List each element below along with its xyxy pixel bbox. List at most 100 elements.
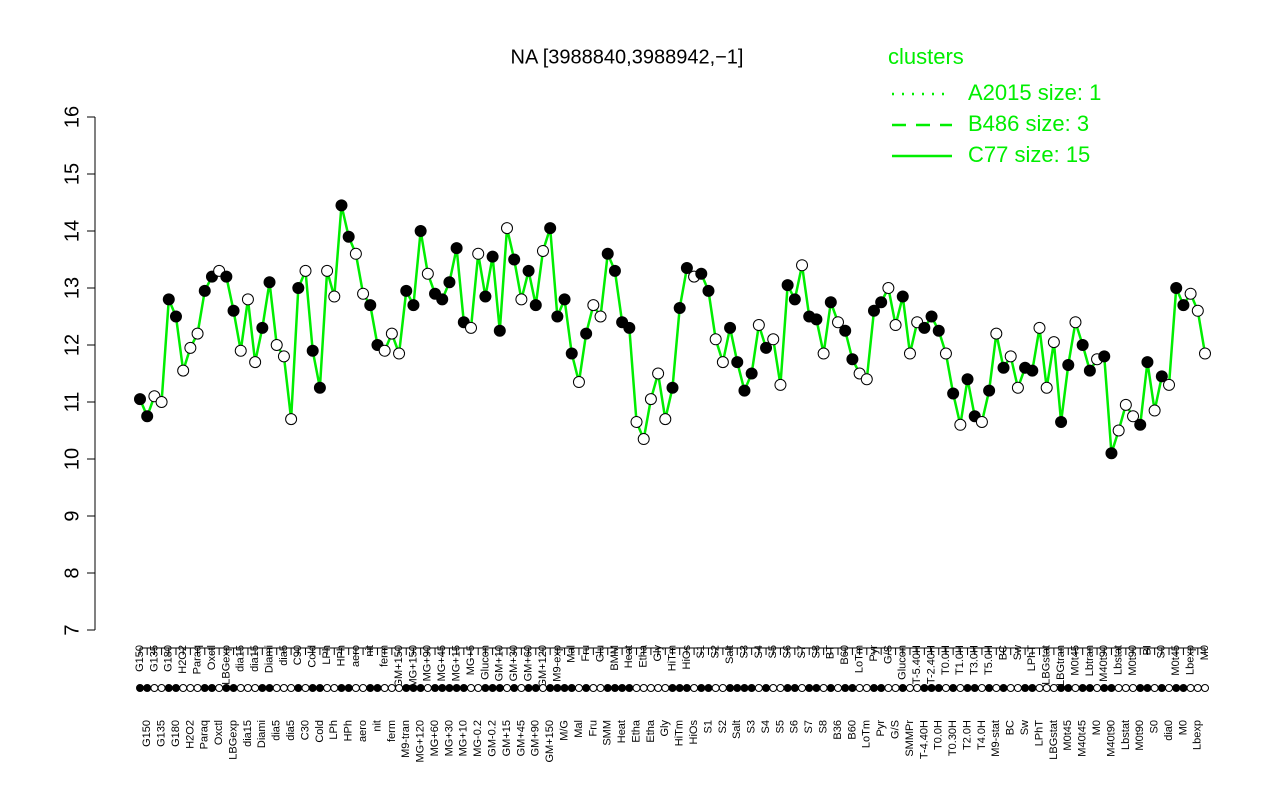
x-tick-label: Etha bbox=[645, 719, 657, 743]
point bbox=[666, 381, 679, 394]
point bbox=[515, 293, 528, 306]
x-tick-label: GM+30 bbox=[508, 645, 520, 681]
point bbox=[1155, 370, 1168, 383]
point bbox=[954, 418, 967, 431]
rug-point bbox=[718, 684, 727, 692]
point bbox=[839, 324, 852, 337]
x-tick-label: Lbstat bbox=[1113, 645, 1125, 675]
rug-point bbox=[308, 684, 317, 692]
point bbox=[882, 282, 895, 294]
rug-point bbox=[395, 684, 404, 692]
point bbox=[767, 333, 780, 346]
x-tick-label: T0.30H bbox=[947, 720, 959, 756]
x-tick-label: T2.0H bbox=[961, 720, 973, 750]
x-tick-label: SMMPr bbox=[904, 720, 916, 757]
point bbox=[587, 299, 600, 312]
x-tick-label: G135 bbox=[148, 645, 160, 672]
x-tick-label: G/S bbox=[889, 720, 901, 739]
x-tick-label: dia0 bbox=[1163, 720, 1175, 741]
point bbox=[1105, 447, 1118, 460]
rug-point bbox=[1193, 684, 1202, 692]
x-tick-label: Mal bbox=[573, 720, 585, 738]
x-tick-label: Cold bbox=[307, 645, 319, 668]
point bbox=[637, 433, 650, 446]
point bbox=[680, 262, 693, 275]
rug-point bbox=[1129, 684, 1138, 692]
rug-point bbox=[999, 684, 1008, 692]
rug-point bbox=[1136, 684, 1145, 692]
point bbox=[385, 327, 398, 340]
point bbox=[724, 321, 737, 334]
rug-point bbox=[747, 684, 756, 692]
rug-point bbox=[776, 684, 785, 692]
rug-point bbox=[1150, 684, 1159, 692]
rug-point bbox=[222, 684, 231, 692]
x-tick-label: H2O2 bbox=[184, 720, 196, 749]
rug-point bbox=[668, 684, 677, 692]
x-tick-label: S5 bbox=[767, 645, 779, 658]
rug-point bbox=[618, 684, 627, 692]
x-tick-label: Mal bbox=[566, 645, 578, 663]
x-tick-label: GM+45 bbox=[515, 720, 527, 756]
point bbox=[1033, 321, 1046, 334]
point bbox=[443, 276, 456, 289]
rug-point bbox=[956, 684, 965, 692]
point bbox=[1069, 316, 1082, 329]
x-tick-label: ferm bbox=[379, 645, 391, 667]
rug-point bbox=[675, 684, 684, 692]
point bbox=[241, 293, 254, 306]
point bbox=[832, 316, 845, 329]
rug-point bbox=[366, 684, 375, 692]
x-tick-label: LoTm bbox=[854, 645, 866, 673]
x-tick-label: GM+60 bbox=[522, 645, 534, 681]
point bbox=[947, 387, 960, 400]
rug-point bbox=[315, 684, 324, 692]
point bbox=[544, 222, 557, 235]
x-tick-label: M0t45 bbox=[1062, 720, 1074, 751]
rug-point bbox=[344, 684, 353, 692]
x-tick-label: SMM bbox=[602, 720, 614, 746]
point bbox=[558, 293, 571, 306]
rug-point bbox=[783, 684, 792, 692]
point bbox=[817, 347, 830, 360]
x-tick-label: GM+120 bbox=[537, 645, 549, 688]
rug-point bbox=[351, 684, 360, 692]
y-tick-label: 10 bbox=[61, 448, 83, 470]
point bbox=[1055, 415, 1068, 428]
x-tick-label: T5.0H bbox=[983, 645, 995, 675]
x-tick-label: Lbtran bbox=[1084, 645, 1096, 676]
x-tick-label: GM+10 bbox=[494, 645, 506, 681]
point bbox=[752, 319, 765, 332]
x-tick-label: MG+10 bbox=[458, 720, 470, 756]
x-tick-label: BC bbox=[997, 645, 1009, 660]
point bbox=[436, 293, 449, 306]
point bbox=[306, 344, 319, 357]
x-tick-label: M9-stat bbox=[990, 720, 1002, 757]
rug-point bbox=[769, 684, 778, 692]
rug-point bbox=[560, 684, 569, 692]
rug-point bbox=[488, 684, 497, 692]
x-tick-label: HiOs bbox=[681, 645, 693, 670]
rug-point bbox=[610, 684, 619, 692]
rug-point bbox=[884, 684, 893, 692]
point bbox=[220, 270, 233, 283]
point bbox=[357, 287, 370, 300]
x-tick-label: Sw bbox=[1012, 645, 1024, 660]
x-tick-label: M0 bbox=[1177, 720, 1189, 735]
point bbox=[393, 347, 406, 360]
rug-point bbox=[762, 684, 771, 692]
rug-point bbox=[1186, 684, 1195, 692]
x-tick-label: Glucon bbox=[897, 645, 909, 680]
point bbox=[263, 276, 276, 289]
x-tick-label: HiOs bbox=[688, 720, 700, 745]
rug-point bbox=[179, 684, 188, 692]
rug-point bbox=[251, 684, 260, 692]
y-tick-label: 12 bbox=[61, 334, 83, 356]
point bbox=[1098, 350, 1111, 363]
rug-point bbox=[740, 684, 749, 692]
x-tick-label: G135 bbox=[155, 720, 167, 747]
point bbox=[860, 373, 873, 386]
rug-point bbox=[416, 684, 425, 692]
rug-point bbox=[913, 684, 922, 692]
rug-point bbox=[1107, 684, 1116, 692]
